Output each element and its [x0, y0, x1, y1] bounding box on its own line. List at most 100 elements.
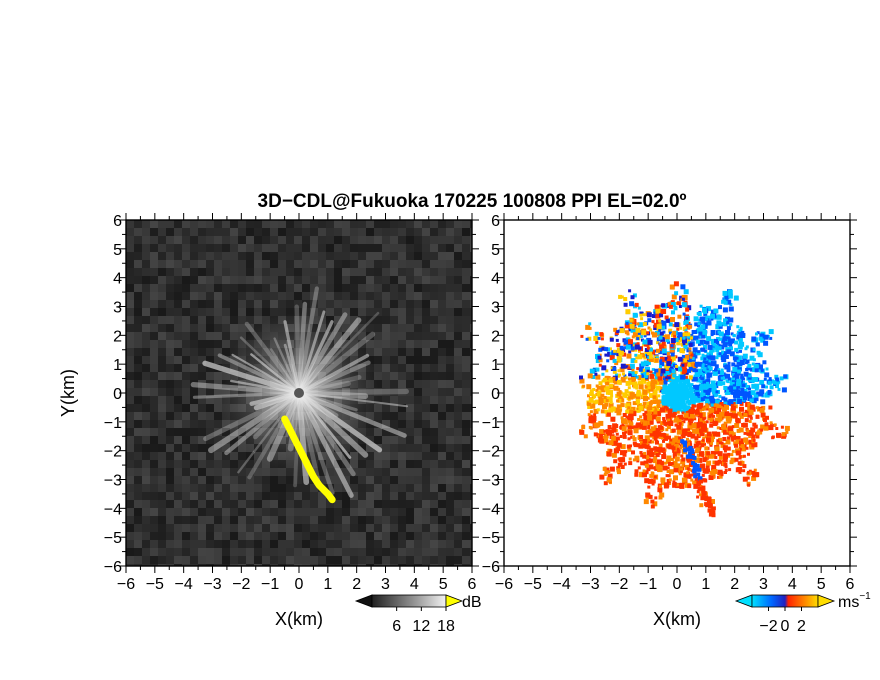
velocity-cell	[710, 454, 715, 459]
velocity-cell	[644, 350, 648, 354]
x-tick-label: −1	[639, 576, 657, 593]
noise-cell	[430, 260, 438, 268]
velocity-cell	[723, 429, 728, 435]
velocity-cell	[708, 475, 714, 480]
velocity-cell	[749, 367, 753, 371]
noise-cell	[366, 532, 374, 540]
velocity-cell	[735, 436, 741, 441]
velocity-cell	[620, 416, 624, 420]
noise-cell	[414, 444, 422, 452]
noise-cell	[462, 556, 470, 564]
velocity-cell	[680, 284, 686, 290]
noise-cell	[358, 500, 366, 508]
noise-cell	[294, 284, 302, 292]
noise-cell	[438, 252, 446, 260]
velocity-cell	[616, 347, 620, 351]
velocity-cell	[692, 408, 695, 412]
noise-cell	[182, 460, 190, 468]
velocity-cell	[646, 450, 652, 456]
velocity-cell	[747, 470, 751, 474]
velocity-cell	[651, 332, 655, 336]
velocity-cell	[737, 461, 742, 466]
noise-cell	[278, 244, 286, 252]
noise-cell	[174, 452, 182, 460]
noise-cell	[142, 268, 150, 276]
velocity-cell	[625, 409, 630, 414]
noise-cell	[470, 356, 472, 364]
noise-cell	[278, 260, 286, 268]
noise-cell	[342, 516, 350, 524]
velocity-cell	[713, 308, 719, 314]
noise-cell	[134, 460, 142, 468]
velocity-cell	[619, 396, 624, 401]
noise-cell	[222, 324, 230, 332]
velocity-cell	[596, 408, 600, 412]
noise-cell	[438, 444, 446, 452]
velocity-cell	[612, 418, 615, 422]
noise-cell	[422, 364, 430, 372]
velocity-cell	[666, 466, 670, 470]
velocity-cell	[753, 468, 757, 472]
noise-cell	[310, 556, 318, 564]
velocity-cell	[645, 366, 650, 372]
noise-cell	[310, 484, 318, 492]
velocity-cell	[736, 382, 740, 387]
velocity-cell	[653, 322, 659, 328]
noise-cell	[414, 388, 422, 396]
noise-cell	[470, 524, 472, 532]
velocity-cell	[723, 462, 728, 467]
velocity-cell	[609, 383, 613, 388]
velocity-cell	[685, 405, 691, 411]
velocity-cell	[611, 435, 617, 441]
velocity-cell	[679, 405, 683, 408]
noise-cell	[214, 428, 222, 436]
noise-cell	[214, 516, 222, 524]
velocity-cell	[656, 382, 659, 385]
velocity-cell	[728, 426, 734, 432]
noise-cell	[222, 332, 230, 340]
velocity-cell	[601, 346, 606, 351]
noise-cell	[278, 228, 286, 236]
y-tick-label: −5	[104, 530, 122, 547]
noise-cell	[454, 436, 462, 444]
velocity-cell	[736, 355, 742, 361]
noise-cell	[182, 300, 190, 308]
velocity-cell	[700, 380, 706, 386]
velocity-cell	[702, 468, 708, 474]
noise-cell	[446, 468, 454, 476]
y-tick-label: 3	[113, 300, 122, 317]
velocity-cell	[724, 471, 727, 474]
noise-cell	[166, 532, 174, 540]
noise-cell	[470, 492, 472, 500]
noise-cell	[182, 452, 190, 460]
noise-cell	[470, 484, 472, 492]
noise-cell	[366, 516, 374, 524]
velocity-cell	[616, 466, 621, 471]
velocity-cell	[687, 451, 692, 456]
noise-cell	[350, 276, 358, 284]
noise-cell	[446, 436, 454, 444]
velocity-cell	[691, 404, 695, 408]
noise-cell	[462, 356, 470, 364]
noise-cell	[462, 412, 470, 420]
noise-cell	[206, 460, 214, 468]
noise-cell	[238, 300, 246, 308]
velocity-cell	[737, 336, 743, 342]
velocity-cell	[727, 454, 731, 458]
noise-cell	[382, 324, 390, 332]
noise-cell	[382, 508, 390, 516]
noise-cell	[422, 324, 430, 332]
noise-cell	[366, 548, 374, 556]
noise-cell	[134, 268, 142, 276]
noise-cell	[374, 492, 382, 500]
velocity-cell	[734, 340, 739, 345]
velocity-cell	[602, 466, 607, 471]
noise-cell	[134, 316, 142, 324]
noise-cell	[166, 372, 174, 380]
noise-cell	[358, 308, 366, 316]
noise-cell	[134, 292, 142, 300]
noise-cell	[406, 388, 414, 396]
velocity-cell	[624, 430, 628, 434]
noise-cell	[406, 380, 414, 388]
velocity-cell	[631, 335, 635, 339]
